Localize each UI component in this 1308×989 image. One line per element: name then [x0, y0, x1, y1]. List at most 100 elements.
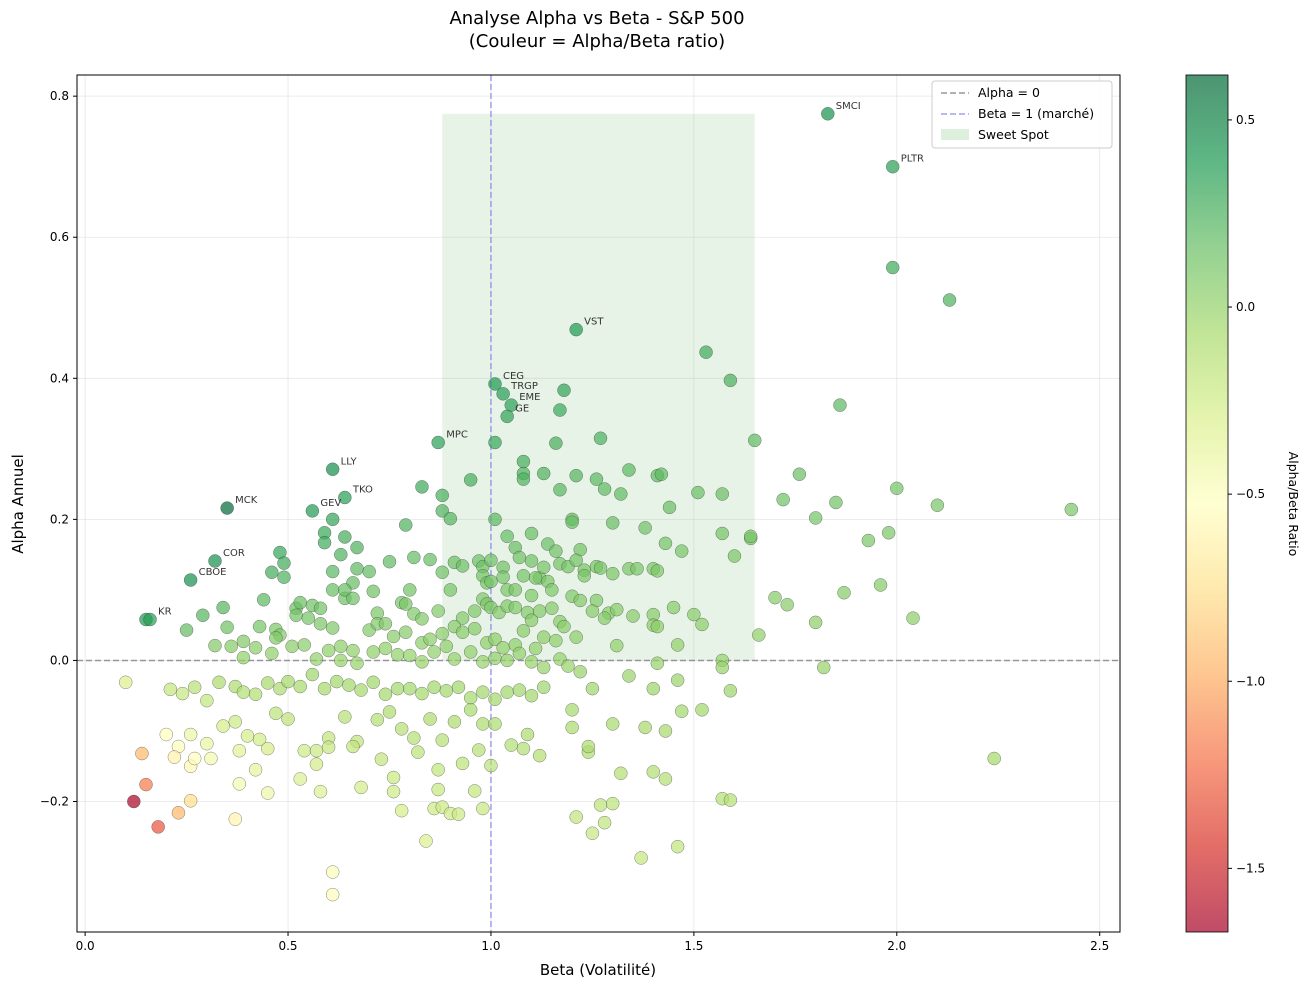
- annotation-smci: SMCI: [836, 101, 861, 112]
- data-point: [780, 597, 794, 612]
- labeled-data-point: [496, 387, 510, 401]
- data-point: [524, 655, 539, 669]
- data-point: [610, 638, 624, 653]
- data-point: [723, 684, 738, 698]
- data-point: [305, 667, 320, 682]
- data-point: [443, 511, 458, 526]
- colorbar: 0.5 0.0 −0.5 −1.0 −1.5 Alpha/Beta Ratio: [1185, 74, 1301, 933]
- data-point: [484, 758, 498, 773]
- colorbar-tick-label: −0.5: [1236, 487, 1265, 501]
- data-point: [455, 625, 470, 639]
- data-point: [597, 815, 612, 830]
- x-tick-label: 0.0: [76, 939, 95, 953]
- data-point: [321, 643, 336, 658]
- data-point: [350, 561, 364, 576]
- data-point: [524, 688, 539, 703]
- data-point: [159, 727, 174, 742]
- data-point: [463, 691, 478, 705]
- data-point: [987, 751, 1001, 766]
- colorbar-tick-label: −1.0: [1236, 674, 1265, 688]
- data-point: [658, 536, 673, 551]
- data-point: [423, 712, 437, 726]
- data-point: [163, 682, 178, 697]
- data-point: [260, 741, 275, 756]
- data-point: [236, 685, 251, 699]
- data-point: [638, 521, 652, 535]
- data-point: [873, 578, 888, 592]
- data-point: [626, 609, 640, 623]
- data-point: [329, 674, 344, 689]
- data-point: [549, 544, 563, 558]
- data-point: [654, 467, 669, 481]
- data-point: [662, 500, 677, 515]
- data-point: [293, 679, 307, 694]
- data-point: [455, 611, 470, 625]
- data-point: [260, 676, 275, 690]
- data-point: [687, 607, 701, 622]
- data-point: [516, 741, 531, 756]
- data-point: [415, 612, 429, 626]
- data-point: [366, 584, 381, 599]
- data-point: [614, 487, 628, 501]
- data-point: [427, 680, 441, 694]
- data-point: [439, 639, 454, 654]
- data-point: [512, 550, 527, 565]
- data-point: [516, 569, 531, 583]
- labeled-data-point: [220, 501, 234, 515]
- data-point: [313, 601, 328, 615]
- y-tick-label: 0.8: [50, 89, 69, 103]
- data-point: [930, 498, 945, 513]
- data-point: [476, 655, 490, 669]
- data-point: [447, 715, 462, 729]
- data-point: [187, 751, 202, 766]
- data-point: [455, 756, 470, 771]
- data-point: [508, 600, 523, 615]
- data-point: [366, 675, 381, 690]
- data-point: [415, 480, 429, 494]
- y-tick-label: 0.4: [50, 371, 69, 385]
- data-point: [407, 550, 421, 565]
- data-point: [346, 739, 360, 754]
- data-point: [565, 515, 579, 529]
- data-point: [350, 656, 364, 671]
- data-point: [139, 777, 153, 792]
- data-point: [313, 784, 328, 799]
- data-point: [220, 620, 234, 635]
- legend-alpha-zero-label: Alpha = 0: [978, 85, 1040, 100]
- labeled-data-point: [143, 612, 157, 627]
- legend-box: [931, 80, 1113, 149]
- data-point: [269, 706, 283, 721]
- data-point: [435, 733, 450, 747]
- data-point: [435, 626, 450, 641]
- labeled-data-point: [325, 462, 340, 477]
- labeled-data-point: [305, 504, 320, 518]
- data-point: [435, 565, 450, 580]
- data-point: [549, 436, 563, 450]
- data-point: [297, 743, 312, 758]
- annotation-kr: KR: [158, 607, 172, 618]
- data-point: [565, 720, 579, 735]
- data-point: [403, 681, 417, 696]
- data-point: [224, 639, 238, 654]
- data-point: [370, 712, 385, 727]
- data-point: [890, 481, 904, 496]
- data-point: [451, 680, 466, 694]
- data-point: [573, 664, 587, 679]
- data-point: [212, 675, 226, 690]
- labeled-data-point: [183, 573, 198, 587]
- data-point: [265, 646, 279, 661]
- legend-sweet-spot-label: Sweet Spot: [978, 127, 1049, 142]
- data-point: [1064, 502, 1079, 517]
- data-point: [520, 727, 535, 742]
- data-point: [650, 656, 665, 671]
- data-point: [699, 345, 713, 359]
- data-point: [504, 738, 518, 752]
- data-point: [285, 639, 299, 654]
- data-point: [557, 383, 571, 398]
- data-point: [232, 777, 247, 791]
- data-point: [650, 619, 665, 634]
- annotation-pltr: PLTR: [901, 154, 924, 165]
- data-point: [277, 556, 291, 570]
- data-point: [561, 659, 575, 673]
